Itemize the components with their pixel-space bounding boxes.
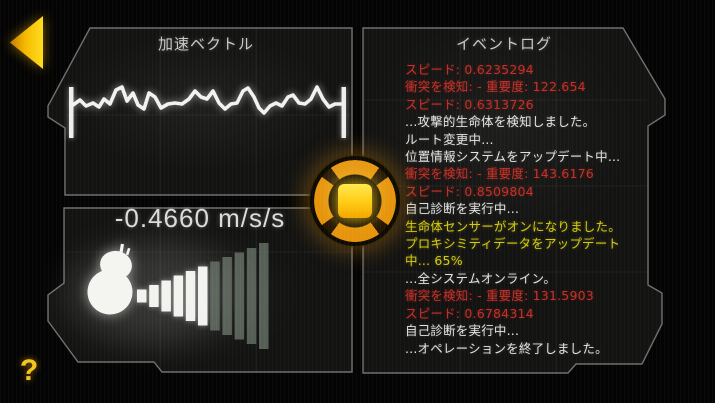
decel-bar <box>246 248 257 344</box>
decel-bar <box>173 275 184 317</box>
log-entry: 衝突を検知: - 重要度: 122.654 <box>405 79 586 95</box>
stop-icon <box>338 184 372 218</box>
event-log-entries: スピード: 0.6235294 衝突を検知: - 重要度: 122.654 スピード… <box>405 61 633 357</box>
log-entry: スピード: 0.8509804 <box>405 183 534 199</box>
log-entry: ...オペレーションを終了しました。 <box>405 340 608 356</box>
decel-bar <box>210 261 220 331</box>
log-entry: ...全システムオンライン。 <box>405 270 557 286</box>
event-log-title: イベントログ <box>455 35 552 53</box>
log-entry: 自己診断を実行中... <box>405 201 520 217</box>
decel-bar <box>234 252 245 340</box>
log-entry: ルート変更中... <box>405 131 494 147</box>
log-entry: 衝突を検知: - 重要度: 131.5903 <box>405 288 594 304</box>
log-entry: スピード: 0.6784314 <box>405 305 534 321</box>
help-button[interactable]: ? <box>19 354 39 387</box>
log-entry: 衝突を検知: - 重要度: 143.6176 <box>405 166 594 182</box>
log-entry: 生命体センサーがオンになりました。 <box>405 218 621 234</box>
log-entry: プロキシミティデータをアップデート中... 65% <box>405 236 621 269</box>
log-entry: 位置情報システムをアップデート中... <box>405 149 621 165</box>
decel-bar <box>259 243 269 349</box>
decel-bar <box>185 271 196 321</box>
action-button[interactable] <box>310 156 400 246</box>
decel-bar <box>161 280 171 312</box>
decel-bar <box>198 266 208 326</box>
decel-bar <box>149 285 159 307</box>
decel-bar <box>222 257 232 335</box>
decel-bar <box>137 289 147 303</box>
back-button[interactable] <box>10 16 43 69</box>
decel-value-readout: -0.4660 m/s/s <box>114 203 286 233</box>
log-entry: スピード: 0.6313726 <box>405 96 534 112</box>
log-entry: スピード: 0.6235294 <box>405 62 534 77</box>
log-entry: 自己診断を実行中... <box>405 323 520 339</box>
back-arrow-icon <box>10 16 43 69</box>
log-entry: ...攻撃的生命体を検知しました。 <box>405 114 596 130</box>
accel-panel-title: 加速ベクトル <box>157 35 254 53</box>
